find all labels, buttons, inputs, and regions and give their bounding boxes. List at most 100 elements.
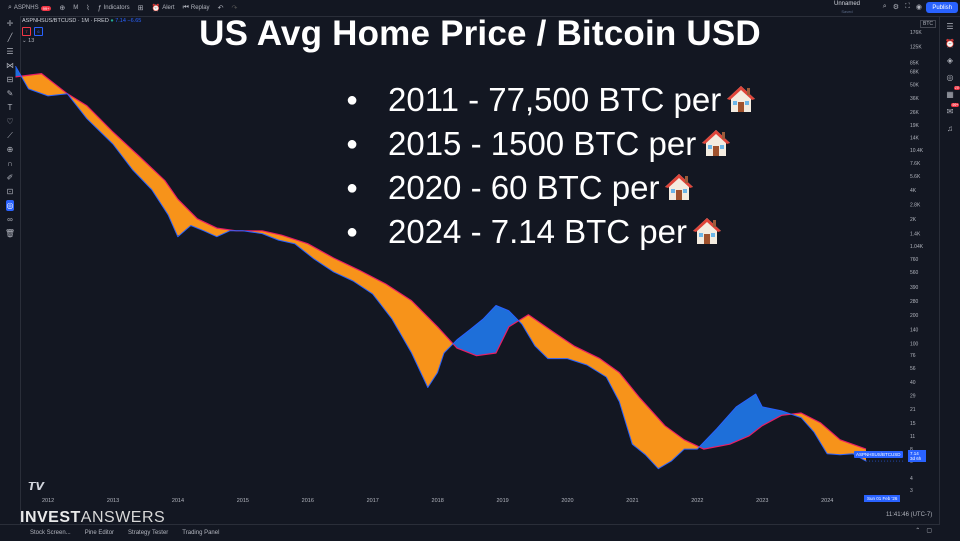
replay-icon: ⏮ (182, 4, 189, 11)
publish-button[interactable]: Publish (926, 2, 958, 13)
symbol-search[interactable]: ⌕ ASPNHS 99+ (8, 4, 52, 12)
x-tick-label: 2016 (302, 498, 314, 504)
layout-status: Saved (841, 9, 853, 14)
x-tick-label: 2024 (821, 498, 833, 504)
y-tick-label: 36K (910, 96, 920, 102)
search-icon[interactable]: ⌕ (882, 3, 887, 10)
price-line[interactable] (15, 65, 867, 470)
ruler-tool-icon[interactable]: ⊟ (6, 75, 14, 84)
fullscreen-icon[interactable]: ⛶ (904, 3, 910, 10)
y-tick-label: 140 (910, 328, 919, 334)
tab-pine-editor[interactable]: Pine Editor (84, 530, 115, 536)
alert-button[interactable]: ⏰ Alert (152, 4, 175, 12)
indicators-button[interactable]: ƒ Indicators (98, 5, 130, 12)
bottom-right-icons: ⌃ ▢ (915, 527, 932, 534)
x-tick-label: 2013 (107, 498, 119, 504)
notifications-icon[interactable]: ♫ (947, 124, 953, 133)
interval-button[interactable]: M (73, 5, 78, 11)
x-tick-label: 2020 (561, 498, 573, 504)
calendar-icon[interactable]: ▦ 10 (946, 86, 960, 99)
moving-average-line[interactable] (15, 73, 867, 450)
link-icon[interactable]: ∞ (7, 215, 13, 224)
y-tick-label: 390 (910, 285, 919, 291)
text-icon[interactable]: T (7, 103, 13, 112)
price-countdown: 3d 6h (910, 456, 922, 461)
y-tick-label: 10.4K (910, 148, 924, 154)
brush-icon[interactable]: ✎ (6, 89, 14, 98)
maximize-icon[interactable]: ▢ (926, 528, 932, 534)
legend-badge-red[interactable]: 7 (22, 27, 31, 36)
house-icon (693, 218, 721, 245)
chart-type-button[interactable]: ⌇ (86, 4, 89, 12)
draw-mode-icon[interactable]: ✐ (6, 173, 14, 182)
collapse-icon[interactable]: ⌃ (915, 528, 921, 534)
tab-strategy-tester[interactable]: Strategy Tester (128, 530, 169, 536)
pattern-icon[interactable]: ⋈ (6, 61, 14, 70)
alert-label: Alert (162, 5, 175, 11)
y-tick-label: 50K (910, 82, 920, 88)
chat-icon[interactable]: ✉ 99+ (946, 103, 960, 116)
calendar-badge: 10 (953, 86, 960, 90)
trash-icon[interactable]: 🗑 (4, 229, 16, 238)
series-lines (15, 65, 905, 470)
zoom-icon[interactable]: ⊕ (6, 145, 14, 154)
templates-button[interactable]: ⊞ (138, 4, 144, 12)
indicator-count: 13 (28, 38, 35, 44)
replay-label: Replay (190, 5, 210, 11)
legend-badge-blue[interactable]: 6 (34, 27, 43, 36)
layout-name[interactable]: Unnamed Saved (834, 1, 860, 15)
tradingview-logo[interactable]: 𝙏𝙑 (28, 481, 45, 493)
series-values: 7.14 −6.65 (115, 18, 142, 24)
investanswers-watermark: INVESTANSWERS (20, 509, 165, 527)
bullet-item: ● 2024 - 7.14 BTC per (343, 212, 757, 256)
y-tick-label: 15 (910, 421, 916, 427)
bullet-dot: ● (346, 89, 359, 111)
legend-badges: 7 6 (22, 27, 141, 36)
undo-button[interactable]: ↶ (218, 4, 224, 12)
alerts-icon[interactable]: ⏰ (945, 39, 955, 48)
x-tick-label: 2012 (42, 498, 54, 504)
watchlist-icon[interactable]: ☰ (946, 22, 954, 31)
fill-region-below (243, 230, 454, 388)
y-tick-label: 280 (910, 299, 919, 305)
x-axis: 2012 2013 2014 2015 2016 2017 2018 2019 2020 2021… (42, 498, 833, 504)
target-icon[interactable]: ◎ (946, 73, 954, 82)
price-tag-value: 7.14 3d 6h (908, 450, 926, 462)
y-axis: 176K 125K 85K 68K 50K 36K 26K 19K 14K 10.4K 7.6K 5.… (910, 30, 924, 494)
redo-button[interactable]: ↷ (231, 4, 237, 12)
symbol-short: ASPNHS (13, 5, 39, 11)
measure-icon[interactable]: ⟋ (7, 131, 13, 140)
visibility-icon[interactable]: ◎ (5, 200, 15, 211)
settings-icon[interactable]: ⚙ (892, 4, 899, 11)
tab-trading-panel[interactable]: Trading Panel (182, 530, 220, 536)
trendline-icon[interactable]: ╱ (7, 33, 13, 42)
fill-region-above (700, 394, 792, 449)
x-tick-label: 2018 (432, 498, 444, 504)
y-tick-label: 11 (910, 434, 915, 440)
tab-stock-screener[interactable]: Stock Screen... (30, 530, 71, 536)
house-icon (665, 174, 694, 201)
clock[interactable]: 11:41:46 (UTC-7) (886, 512, 933, 518)
indicators-label: Indicators (103, 5, 130, 11)
price-tag-symbol: ASPNHSUS/BTCUSD (854, 451, 903, 458)
series-name[interactable]: ASPNHSUS/BTCUSD · 1M · FRED (22, 18, 109, 24)
layers-icon[interactable]: ◈ (946, 56, 954, 65)
y-tick-label: 560 (910, 270, 919, 276)
heart-icon[interactable]: ♡ (6, 117, 14, 126)
fill-region-below (791, 413, 866, 462)
bullet-item: ● 2011 - 77,500 BTC per (343, 80, 757, 124)
bullet-text: 2011 - 77,500 BTC per (388, 81, 722, 118)
lock-icon[interactable]: ⊡ (6, 187, 14, 196)
fib-icon[interactable]: ☰ (6, 47, 14, 56)
crosshair-icon[interactable]: ✛ (6, 19, 14, 28)
camera-icon[interactable]: ◉ (915, 4, 922, 11)
bullet-list: ● 2011 - 77,500 BTC per ● 2015 - 1500 BTC … (343, 80, 757, 256)
magnet-icon[interactable]: ∩ (7, 159, 13, 168)
axis-currency-label[interactable]: BTC (920, 20, 936, 28)
grid-icon: ⊞ (137, 5, 144, 12)
top-toolbar: ⌕ ASPNHS 99+ ⊕ M ⌇ ƒ Indicators ⊞ ⏰ Aler… (0, 0, 960, 17)
replay-button[interactable]: ⏮ Replay (183, 4, 210, 12)
legend-collapse[interactable]: ⌄ 13 (22, 38, 35, 44)
compare-button[interactable]: ⊕ (59, 4, 65, 12)
